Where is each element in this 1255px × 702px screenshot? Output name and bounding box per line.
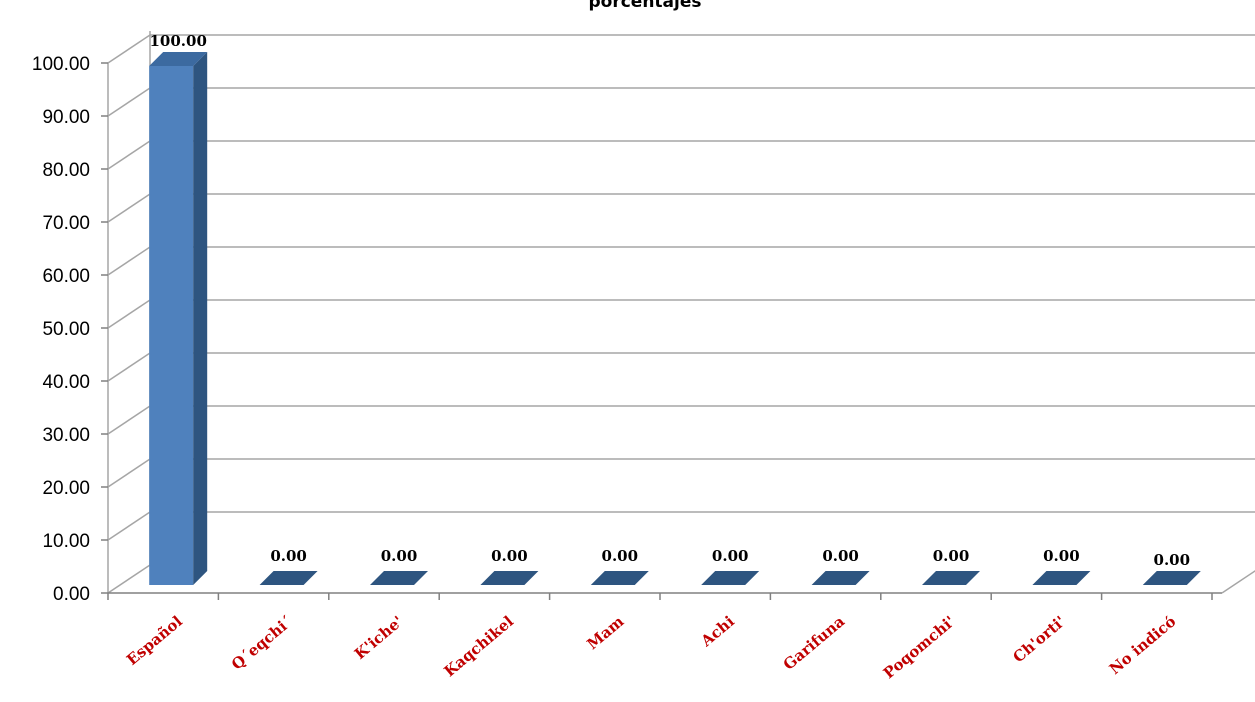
bar-top-face [701, 571, 760, 585]
gridline-diagonal [107, 564, 151, 594]
data-label: 0.00 [491, 547, 528, 565]
y-tick-label: 30.00 [42, 425, 90, 446]
data-label: 0.00 [933, 547, 970, 565]
bar-top-face [370, 571, 428, 585]
x-tick-label: No indicó [1106, 612, 1180, 678]
bar-side-face [193, 52, 208, 585]
bar-top-face [480, 571, 539, 585]
data-label: 0.00 [1154, 551, 1191, 569]
x-tick-label: Español [123, 612, 186, 669]
gridline-diagonal [107, 511, 151, 541]
chart-y-ticks: 0.00 10.00 20.00 30.00 40.00 50.00 60.00 70.00 8… [32, 54, 90, 605]
gridline-diagonal [107, 405, 151, 435]
bar-2 [259, 571, 318, 585]
bar-7 [811, 571, 870, 585]
x-tick-label: Poqomchi' [880, 612, 959, 682]
y-tick-label: 60.00 [42, 266, 90, 287]
gridline-diagonal [107, 299, 151, 329]
y-tick-label: 100.00 [32, 54, 90, 75]
gridline-diagonal [107, 193, 151, 223]
bar-front-face [149, 66, 194, 585]
bar-10 [1142, 571, 1201, 585]
bar-top-face [922, 571, 980, 585]
y-tick-label: 0.00 [53, 584, 90, 605]
chart-axes [101, 31, 1255, 600]
data-label: 100.00 [149, 32, 206, 50]
chart-bars [149, 52, 1201, 585]
bar-top-face [590, 571, 649, 585]
bar-top-face [811, 571, 870, 585]
floor-edge [1221, 570, 1255, 594]
chart-gridlines [107, 34, 1255, 594]
bar-5 [590, 571, 649, 585]
data-label: 0.00 [822, 547, 859, 565]
bar-1 [149, 52, 208, 585]
data-label: 0.00 [602, 547, 639, 565]
gridline-diagonal [107, 87, 151, 117]
y-tick-label: 70.00 [42, 213, 90, 234]
bar-9 [1032, 571, 1091, 585]
gridline-diagonal [107, 458, 151, 488]
x-tick-label: K'iche' [351, 612, 407, 663]
x-tick-label: Achi [697, 612, 738, 651]
gridline-diagonal [107, 140, 151, 170]
data-label: 0.00 [381, 547, 418, 565]
gridline-diagonal [107, 34, 151, 64]
x-tick-label: Kaqchikel [441, 612, 518, 680]
y-tick-label: 50.00 [42, 319, 90, 340]
y-tick-label: 40.00 [42, 372, 90, 393]
bar-top-face [1032, 571, 1091, 585]
bar-6 [701, 571, 760, 585]
data-label: 0.00 [1043, 547, 1080, 565]
gridline-diagonal [107, 246, 151, 276]
bar-top-face [259, 571, 318, 585]
bar-8 [922, 571, 980, 585]
y-tick-label: 80.00 [42, 160, 90, 181]
bar-top-face [1142, 571, 1201, 585]
bar-top-face [149, 52, 208, 66]
chart-x-ticks: Español Q´eqchi´ K'iche' Kaqchikel Mam Achi Ga… [123, 612, 1179, 682]
data-label: 0.00 [712, 547, 749, 565]
gridline-diagonal [107, 352, 151, 382]
x-tick-label: Mam [583, 612, 627, 653]
x-tick-label: Ch'orti' [1009, 612, 1069, 666]
chart-data-labels: 100.00 0.00 0.00 0.00 0.00 0.00 0.00 0.00 0.00 0.… [149, 32, 1190, 569]
bar-4 [480, 571, 539, 585]
x-tick-label: Q´eqchi´ [228, 612, 296, 673]
data-label: 0.00 [270, 547, 307, 565]
bar-3 [370, 571, 428, 585]
x-tick-label: Garifuna [780, 612, 849, 674]
y-tick-label: 90.00 [42, 107, 90, 128]
chart-title: porcentajes [588, 0, 701, 12]
y-tick-label: 20.00 [42, 478, 90, 499]
y-tick-label: 10.00 [42, 531, 90, 552]
